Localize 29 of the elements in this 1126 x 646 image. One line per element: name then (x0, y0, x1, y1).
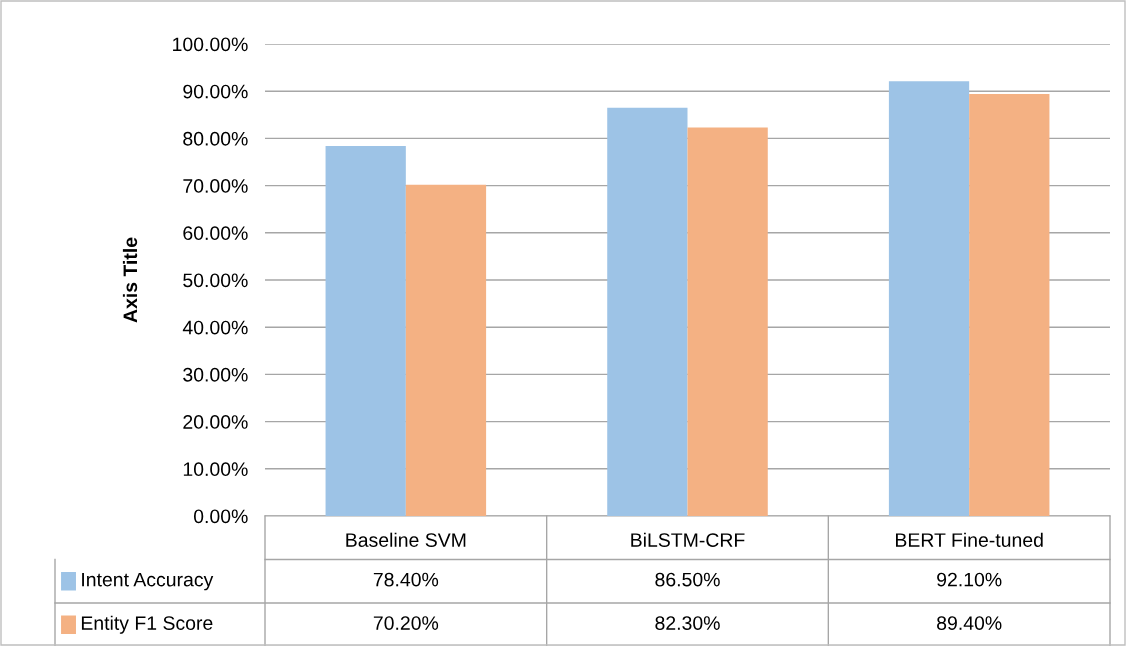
bar (969, 94, 1050, 516)
y-tick-label: 50.00% (183, 273, 248, 288)
bar (687, 127, 768, 516)
bar (405, 184, 487, 516)
y-axis-title: Axis Title (122, 237, 138, 323)
y-tick-label: 80.00% (183, 131, 248, 146)
y-tick-label: 90.00% (183, 84, 248, 99)
x-tick-label: Baseline SVM (346, 532, 466, 547)
data-label: 86.50% (655, 572, 720, 587)
data-label: 82.30% (655, 616, 720, 630)
y-tick-label: 100.00% (173, 37, 248, 52)
legend-label: Intent Accuracy (82, 572, 214, 591)
data-label: 78.40% (373, 572, 439, 587)
x-tick-label: BERT Fine-tuned (896, 532, 1043, 547)
bar (888, 81, 970, 516)
y-tick-label: 60.00% (183, 226, 248, 241)
bar (607, 107, 688, 516)
y-tick-label: 10.00% (183, 462, 248, 477)
bar (325, 145, 406, 516)
x-tick-label: BiLSTM-CRF (631, 532, 745, 547)
y-tick-label: 40.00% (182, 320, 248, 335)
data-label: 89.40% (937, 616, 1002, 630)
y-tick-label: 70.00% (183, 179, 248, 193)
y-tick-label: 0.00% (193, 509, 248, 524)
legend-label: Entity F1 Score (81, 615, 213, 634)
y-tick-label: 30.00% (183, 367, 248, 382)
data-label: 70.20% (373, 616, 439, 630)
data-label: 92.10% (937, 572, 1002, 587)
y-tick-label: 20.00% (183, 415, 248, 429)
